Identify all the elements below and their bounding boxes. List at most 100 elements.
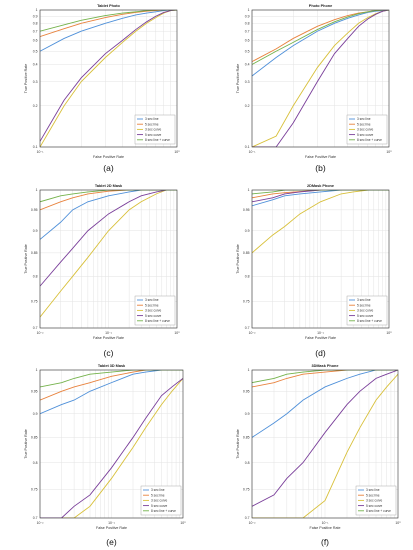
panel-caption: (e) bbox=[106, 537, 117, 547]
chart-panel-d: 10⁻² 10⁻¹ 10⁰ 0.7 0.75 0.8 0.85 0.9 0.95 1 2DMask … bbox=[236, 184, 392, 358]
chart-panel-e: 10⁻² 10⁻¹ 10⁰ 0.7 0.75 0.8 0.85 0.9 0.95 1 Tablet … bbox=[24, 364, 186, 547]
series-group bbox=[40, 370, 183, 518]
axes-frame bbox=[251, 9, 390, 148]
series-line-4 bbox=[252, 190, 389, 203]
legend-entry: 8 sec line + curve bbox=[357, 138, 382, 142]
series-line-1 bbox=[252, 370, 398, 438]
y-tick-label: 1 bbox=[36, 188, 38, 192]
series-line-1 bbox=[40, 370, 183, 415]
x-tick-label: 10⁻² bbox=[37, 331, 45, 335]
y-axis-label: True Positive Rate bbox=[24, 244, 28, 273]
y-tick-label: 0.8 bbox=[245, 275, 250, 279]
y-tick-label: 1 bbox=[248, 188, 250, 192]
series-line-2 bbox=[40, 370, 183, 401]
series-line-5 bbox=[40, 190, 177, 203]
y-tick-label: 0.95 bbox=[31, 389, 38, 393]
series-group bbox=[252, 370, 398, 518]
y-tick-label: 0.5 bbox=[33, 49, 38, 53]
y-tick-label: 0.85 bbox=[31, 251, 38, 255]
y-tick-label: 0.4 bbox=[33, 63, 38, 67]
series-line-1 bbox=[40, 190, 177, 240]
legend-entry: 5 sec curve bbox=[366, 504, 383, 508]
x-tick-label: 10⁻¹ bbox=[108, 521, 116, 525]
panel-caption: (a) bbox=[103, 163, 114, 173]
y-tick-label: 0.7 bbox=[33, 29, 38, 33]
x-axis-label: False Positive Rate bbox=[93, 155, 124, 159]
x-tick-label: 10⁰ bbox=[386, 331, 392, 335]
series-line-2 bbox=[40, 190, 177, 211]
x-tick-label: 10⁰ bbox=[174, 150, 180, 154]
legend-entry: 5 sec line bbox=[145, 122, 159, 126]
series-group bbox=[40, 190, 177, 318]
legend-entry: 3 sec curve bbox=[145, 128, 162, 132]
series-line-5 bbox=[252, 370, 398, 384]
series-line-4 bbox=[40, 190, 177, 287]
y-tick-label: 1 bbox=[36, 8, 38, 12]
series-line-5 bbox=[252, 10, 389, 65]
y-tick-label: 0.75 bbox=[31, 488, 38, 492]
y-tick-label: 0.3 bbox=[33, 80, 38, 84]
x-tick-label: 10⁻¹ bbox=[37, 150, 45, 154]
series-group bbox=[252, 190, 389, 254]
legend-entry: 8 sec line + curve bbox=[366, 509, 391, 513]
series-line-3 bbox=[40, 378, 183, 518]
legend-entry: 3 sec line bbox=[357, 298, 371, 302]
chart-panel-c: 10⁻² 10⁻¹ 10⁰ 0.7 0.75 0.8 0.85 0.9 0.95 1 Tablet … bbox=[24, 184, 180, 358]
legend-entry: 3 sec line bbox=[366, 488, 380, 492]
chart-title: 2DMask Phone bbox=[307, 184, 334, 188]
y-tick-label: 0.9 bbox=[33, 14, 38, 18]
y-tick-label: 0.3 bbox=[245, 80, 250, 84]
x-tick-label: 10⁰ bbox=[174, 331, 180, 335]
legend-entry: 8 sec line + curve bbox=[357, 319, 382, 323]
y-tick-label: 0.7 bbox=[33, 516, 38, 520]
x-tick-label: 10⁻¹ bbox=[249, 150, 257, 154]
y-tick-label: 1 bbox=[36, 368, 38, 372]
x-tick-label: 10⁻² bbox=[37, 521, 45, 525]
y-tick-label: 0.85 bbox=[243, 251, 250, 255]
chart-title: Tablet 3D Mask bbox=[98, 364, 126, 368]
series-line-5 bbox=[40, 10, 177, 32]
legend-entry: 8 sec line + curve bbox=[151, 509, 176, 513]
chart-panel-a: 10⁻¹ 10⁰ 0.1 0.2 0.3 0.4 0.5 0.6 0.7 0.8 0.9 1 Table… bbox=[24, 4, 180, 173]
chart-panel-f: 10⁻² 10⁻¹ 10⁰ 0.7 0.75 0.8 0.85 0.9 0.95 1 3DMask … bbox=[236, 364, 401, 547]
x-tick-label: 10⁻² bbox=[249, 331, 257, 335]
y-tick-label: 0.7 bbox=[245, 326, 250, 330]
chart-panel-b: 10⁻¹ 10⁰ 0.1 0.2 0.3 0.4 0.5 0.6 0.7 0.8 0.9 1 Photo… bbox=[236, 4, 392, 173]
y-tick-label: 0.9 bbox=[33, 229, 38, 233]
legend-entry: 5 sec curve bbox=[145, 133, 162, 137]
series-line-4 bbox=[40, 10, 177, 142]
y-tick-label: 0.9 bbox=[245, 412, 250, 416]
legend-entry: 5 sec curve bbox=[357, 314, 374, 318]
y-tick-label: 1 bbox=[248, 368, 250, 372]
chart-title: Tablet Photo bbox=[97, 4, 120, 8]
legend-entry: 3 sec curve bbox=[151, 499, 168, 503]
y-tick-label: 1 bbox=[248, 8, 250, 12]
axes-frame bbox=[39, 9, 178, 148]
y-tick-label: 0.9 bbox=[245, 229, 250, 233]
y-tick-label: 0.1 bbox=[245, 145, 250, 149]
legend-entry: 5 sec curve bbox=[151, 504, 168, 508]
legend-entry: 8 sec line + curve bbox=[145, 319, 170, 323]
y-axis-label: True Positive Rate bbox=[236, 244, 240, 273]
y-tick-label: 0.85 bbox=[31, 436, 38, 440]
legend-entry: 3 sec line bbox=[357, 117, 371, 121]
chart-title: Tablet 2D Mask bbox=[95, 184, 123, 188]
legend-entry: 3 sec curve bbox=[357, 128, 374, 132]
legend-entry: 3 sec curve bbox=[145, 309, 162, 313]
y-tick-label: 0.95 bbox=[31, 208, 38, 212]
series-line-2 bbox=[40, 10, 177, 37]
y-tick-label: 0.4 bbox=[245, 63, 250, 67]
legend-entry: 5 sec line bbox=[366, 493, 380, 497]
y-tick-label: 0.9 bbox=[33, 412, 38, 416]
x-axis-label: False Positive Rate bbox=[93, 336, 124, 340]
y-tick-label: 0.5 bbox=[245, 49, 250, 53]
y-tick-label: 0.95 bbox=[243, 208, 250, 212]
y-axis-label: True Positive Rate bbox=[24, 64, 28, 93]
series-line-2 bbox=[252, 190, 389, 199]
series-line-3 bbox=[252, 190, 389, 254]
y-tick-label: 0.2 bbox=[33, 104, 38, 108]
